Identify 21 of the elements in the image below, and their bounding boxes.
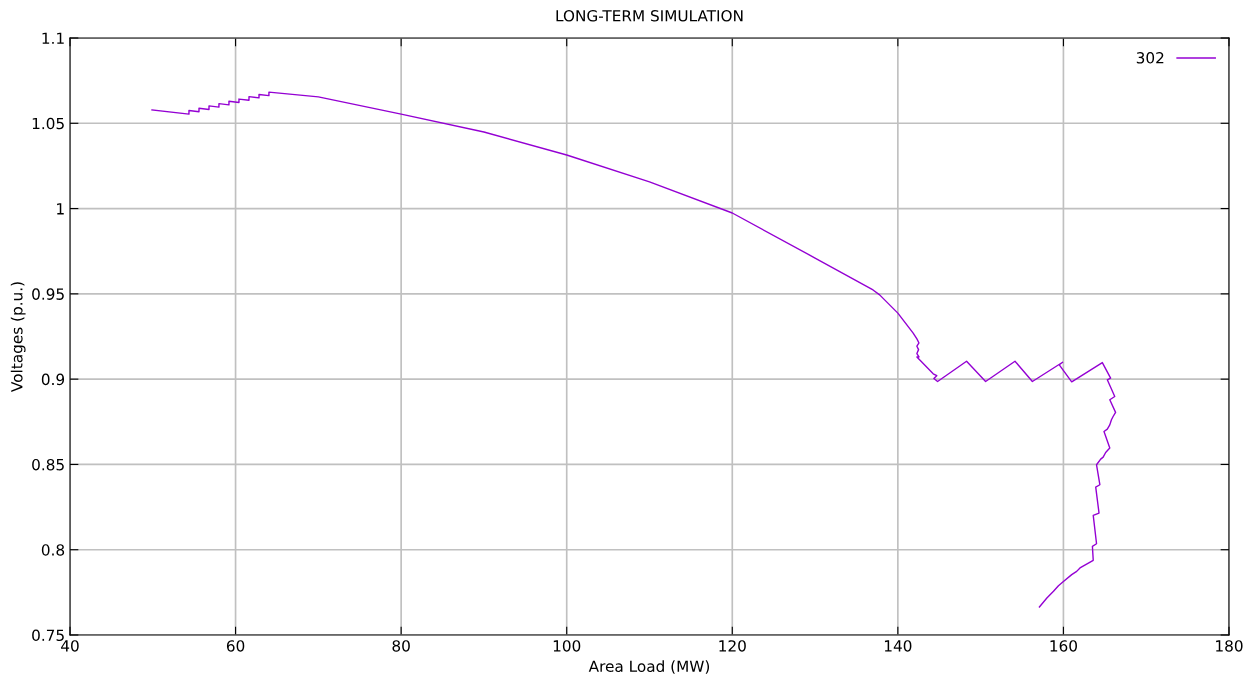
y-tick-label: 0.95 xyxy=(32,288,64,300)
x-tick-label: 180 xyxy=(1216,640,1243,652)
x-tick-label: 120 xyxy=(719,640,746,652)
x-tick-label: 140 xyxy=(884,640,912,652)
legend-label: 302 xyxy=(1136,52,1164,64)
y-axis-title: Voltages (p.u.) xyxy=(10,282,26,392)
y-tick-label: 1 xyxy=(57,203,64,215)
chart-title: LONG-TERM SIMULATION xyxy=(556,9,743,22)
line-series xyxy=(151,91,1117,608)
y-tick-label: 1.05 xyxy=(32,117,64,130)
y-tick-label: 1.1 xyxy=(42,32,64,44)
x-tick-label: 100 xyxy=(553,640,581,652)
x-tick-label: 80 xyxy=(392,640,410,652)
x-tick-label: 60 xyxy=(226,640,245,652)
x-axis-title: Area Load (MW) xyxy=(588,660,710,674)
y-tick-label: 0.8 xyxy=(41,544,65,556)
y-tick-label: 0.75 xyxy=(32,629,64,642)
y-tick-label: 0.9 xyxy=(41,373,65,386)
x-tick-label: 40 xyxy=(61,640,79,652)
y-tick-label: 0.85 xyxy=(32,458,64,471)
x-tick-label: 160 xyxy=(1050,640,1077,652)
